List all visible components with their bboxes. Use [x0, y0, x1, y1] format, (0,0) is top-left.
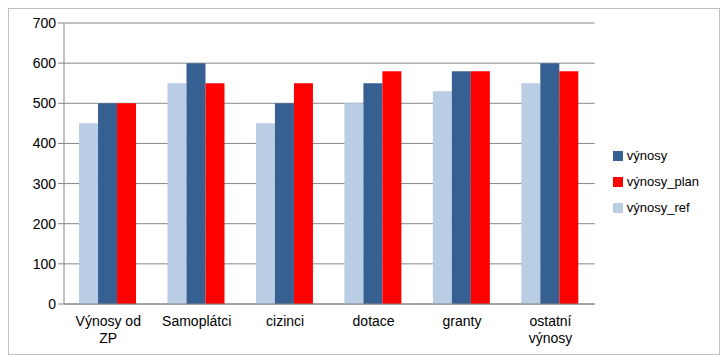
- svg-text:300: 300: [33, 176, 57, 192]
- svg-text:400: 400: [33, 135, 57, 151]
- svg-text:ostatnívýnosy: ostatnívýnosy: [529, 313, 573, 346]
- svg-text:700: 700: [33, 15, 57, 31]
- svg-text:dotace: dotace: [353, 313, 395, 329]
- svg-text:cizinci: cizinci: [266, 313, 304, 329]
- svg-text:500: 500: [33, 95, 57, 111]
- html-text:výnosy_ref: výnosy_ref: [626, 199, 690, 215]
- svg-text:Výnosy odZP: Výnosy odZP: [76, 313, 141, 346]
- svg-text:granty: granty: [443, 313, 482, 329]
- svg-text:Samoplátci: Samoplátci: [162, 313, 231, 329]
- svg-text:0: 0: [48, 296, 56, 312]
- svg-text:600: 600: [33, 55, 57, 71]
- svg-text:200: 200: [33, 216, 57, 232]
- html-text:výnosy: výnosy: [626, 147, 668, 163]
- html-text:výnosy_plan: výnosy_plan: [626, 173, 699, 189]
- svg-text:100: 100: [33, 256, 57, 272]
